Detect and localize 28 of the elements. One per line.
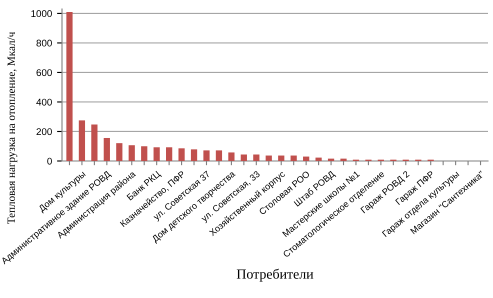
x-axis-title: Потребители	[236, 268, 314, 282]
bar	[253, 154, 260, 161]
bar	[228, 152, 235, 161]
y-tick-label: 200	[36, 128, 52, 136]
bar	[240, 154, 247, 161]
bar	[116, 143, 122, 161]
bar	[290, 156, 297, 161]
bar	[141, 146, 148, 161]
y-tick-label: 1000	[31, 10, 52, 18]
bar	[303, 156, 310, 161]
bar	[266, 156, 272, 161]
y-tick-label: 0	[47, 158, 52, 165]
y-tick-label: 400	[36, 98, 52, 106]
bar	[166, 147, 172, 161]
bar	[216, 150, 222, 161]
bar	[128, 145, 135, 161]
y-tick-label: 800	[36, 40, 52, 47]
bar	[104, 138, 110, 161]
bar	[178, 148, 185, 161]
bar	[154, 147, 160, 161]
bar	[66, 12, 73, 161]
bar	[278, 156, 284, 161]
bar	[190, 149, 198, 161]
bar	[315, 158, 322, 161]
bar	[78, 120, 86, 161]
y-tick-label: 600	[36, 69, 52, 76]
bar	[91, 124, 98, 161]
bar	[203, 150, 210, 161]
